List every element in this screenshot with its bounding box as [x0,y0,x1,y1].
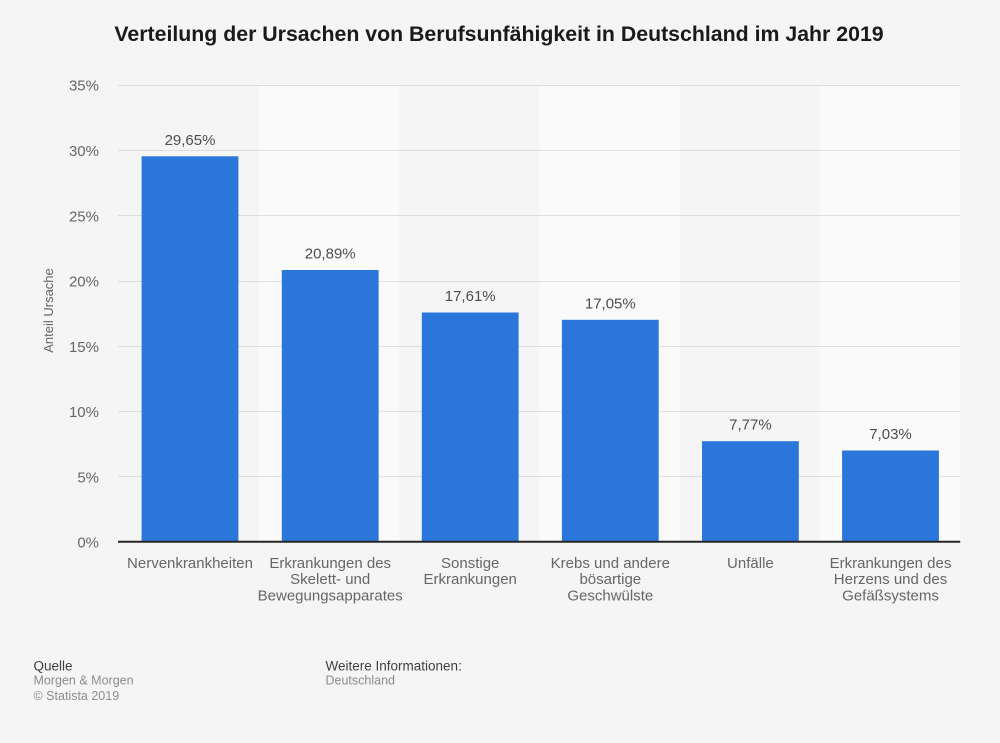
svg-text:bösartige: bösartige [579,571,641,588]
svg-text:Morgen & Morgen: Morgen & Morgen [34,674,134,688]
svg-text:7,77%: 7,77% [729,417,772,434]
svg-text:Quelle: Quelle [34,658,73,673]
svg-text:17,61%: 17,61% [445,288,496,305]
svg-text:Weitere Informationen:: Weitere Informationen: [326,658,462,673]
svg-text:15%: 15% [69,339,99,356]
svg-text:5%: 5% [77,469,99,486]
svg-text:Sonstige: Sonstige [441,555,499,572]
svg-text:Erkrankungen des: Erkrankungen des [269,555,391,572]
svg-text:Unfälle: Unfälle [727,555,774,572]
svg-text:25%: 25% [69,208,99,225]
svg-text:7,03%: 7,03% [869,426,912,443]
svg-text:Geschwülste: Geschwülste [567,587,653,604]
svg-text:20%: 20% [69,274,99,291]
svg-text:30%: 30% [69,143,99,160]
svg-text:© Statista 2019: © Statista 2019 [34,689,120,703]
svg-text:Gefäßsystems: Gefäßsystems [842,587,939,604]
svg-text:Herzens und des: Herzens und des [834,571,947,588]
svg-text:Erkrankungen des: Erkrankungen des [830,555,952,572]
svg-text:Nervenkrankheiten: Nervenkrankheiten [127,555,253,572]
svg-text:0%: 0% [77,534,99,551]
svg-text:10%: 10% [69,404,99,421]
svg-text:Deutschland: Deutschland [326,674,396,688]
svg-text:Krebs und andere: Krebs und andere [551,555,670,572]
svg-text:17,05%: 17,05% [585,295,636,312]
svg-text:29,65%: 29,65% [165,132,216,149]
svg-text:20,89%: 20,89% [305,246,356,263]
svg-text:Bewegungsapparates: Bewegungsapparates [258,587,403,604]
svg-text:35%: 35% [69,78,99,95]
svg-text:Erkrankungen: Erkrankungen [423,571,516,588]
svg-text:Anteil Ursache: Anteil Ursache [41,268,56,353]
svg-text:Skelett- und: Skelett- und [290,571,370,588]
svg-text:Verteilung der Ursachen von Be: Verteilung der Ursachen von Berufsunfähi… [114,22,883,46]
